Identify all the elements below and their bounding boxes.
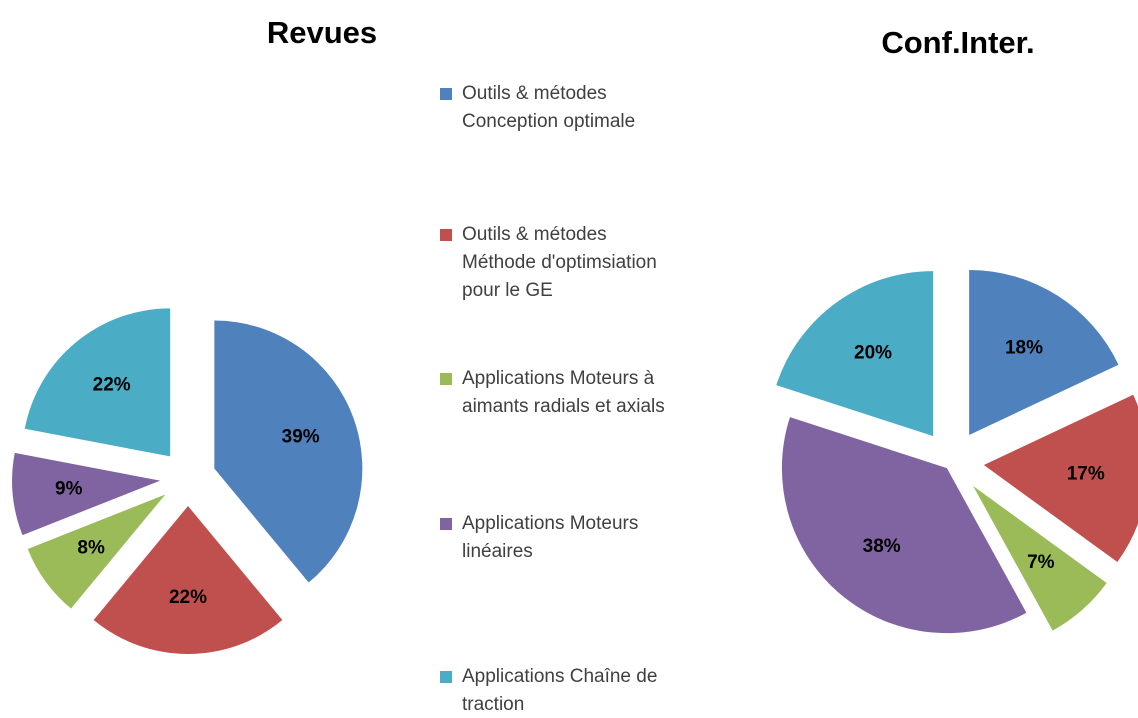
chart-title: Conf.Inter. [881,25,1034,60]
value-label: 22% [169,587,207,608]
legend-label: Outils & métodes Conception optimale [462,83,636,132]
legend-swatch [440,88,452,100]
value-label: 20% [854,342,892,363]
legend-item: Applications Moteurs à aimants radials e… [440,365,675,421]
legend-swatch [440,229,452,241]
pie-slice [781,417,1027,634]
value-label: 22% [93,375,131,396]
legend-label: Outils & métodes Méthode d'optimsiation … [462,224,657,301]
value-label: 39% [282,426,320,447]
legend-item: Applications Moteurs linéaires [440,510,675,566]
pie-slice [12,452,161,536]
legend-label: Applications Moteurs linéaires [462,513,639,562]
legend-label: Applications Chaîne de traction [462,666,658,715]
pie-slice [973,486,1107,631]
legend-swatch [440,373,452,385]
legend-label: Applications Moteurs à aimants radials e… [462,368,665,417]
pie-slice [27,494,166,609]
value-label: 9% [55,478,83,499]
value-label: 7% [1027,552,1055,573]
legend-swatch [440,518,452,530]
pie-slice [93,506,283,654]
pie-slice [776,271,934,437]
chart-title: Revues [267,15,377,50]
value-label: 8% [77,537,105,558]
value-label: 18% [1005,338,1043,359]
legend-item: Applications Chaîne de traction [440,663,675,718]
pie-slice [983,394,1138,562]
value-label: 38% [863,536,901,557]
pie-slice [214,320,363,583]
pie-slice [24,308,171,457]
pie-slice [969,269,1119,435]
legend-swatch [440,671,452,683]
value-label: 17% [1067,464,1105,485]
legend-item: Outils & métodes Conception optimale [440,80,675,136]
legend-item: Outils & métodes Méthode d'optimsiation … [440,221,675,305]
